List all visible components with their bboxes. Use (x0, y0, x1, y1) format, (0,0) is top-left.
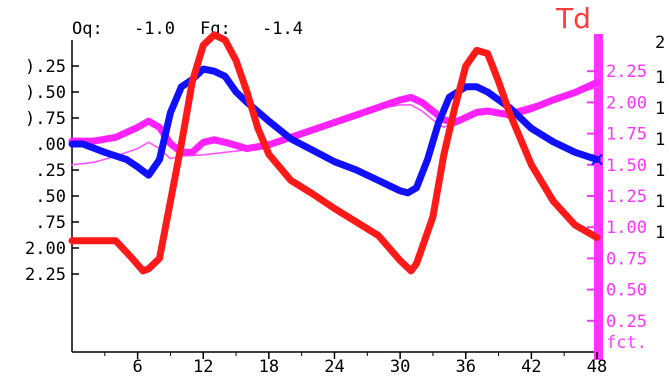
series-line-0 (68, 31, 601, 275)
right-tick-label: 1.00 (606, 218, 647, 238)
right-tick-label: 0.50 (606, 281, 647, 301)
x-tick-label: 36 (456, 357, 476, 377)
edge-digit: 1 (655, 223, 665, 243)
series-line-1 (68, 65, 601, 197)
fq-value: -1.4 (262, 19, 303, 39)
right-tick-label: 2.25 (606, 62, 647, 82)
left-tick-label: .00 (35, 135, 66, 155)
right-tick-label: 0.25 (606, 312, 647, 332)
x-tick-label: 24 (324, 357, 344, 377)
oq-value: -1.0 (134, 19, 175, 39)
left-tick-label: 2.00 (25, 239, 66, 259)
oq-label: Oq: (72, 19, 103, 39)
right-tick-label: 1.50 (606, 156, 647, 176)
left-tick-label: ).50 (25, 83, 66, 103)
edge-digit: 2 (655, 33, 665, 53)
left-tick-label: .50 (35, 187, 66, 207)
plot-frame (71, 34, 603, 360)
series-end-marker (591, 153, 603, 166)
x-tick-label: 12 (193, 357, 213, 377)
left-tick-label: ).75 (25, 109, 66, 129)
chart-title: Td (555, 2, 591, 35)
edge-digit: 1 (655, 192, 665, 212)
x-axis-label: fct. (606, 333, 647, 353)
left-tick-label: 2.25 (25, 265, 66, 285)
x-tick-label: 42 (521, 357, 541, 377)
x-tick-label: 18 (259, 357, 279, 377)
series-layer (68, 31, 603, 275)
right-tick-label: 0.75 (606, 249, 647, 269)
edge-digit: 1 (655, 161, 665, 181)
left-tick-label: .25 (35, 161, 66, 181)
edge-digit: 1 (655, 130, 665, 150)
right-tick-label: 1.25 (606, 187, 647, 207)
x-tick-label: 6 (133, 357, 143, 377)
left-tick-label: .75 (35, 213, 66, 233)
x-tick-label: 30 (390, 357, 410, 377)
x-tick-label: 48 (587, 357, 607, 377)
edge-digit: 1 (655, 99, 665, 119)
fq-label: Fq: (200, 19, 231, 39)
left-tick-label: ).25 (25, 57, 66, 77)
edge-digit: 1 (655, 68, 665, 88)
axes: ).25).50).75.00.25.50.752.002.256 12 18 24 3… (25, 33, 665, 377)
right-tick-label: 1.75 (606, 125, 647, 145)
right-tick-label: 2.00 (606, 93, 647, 113)
